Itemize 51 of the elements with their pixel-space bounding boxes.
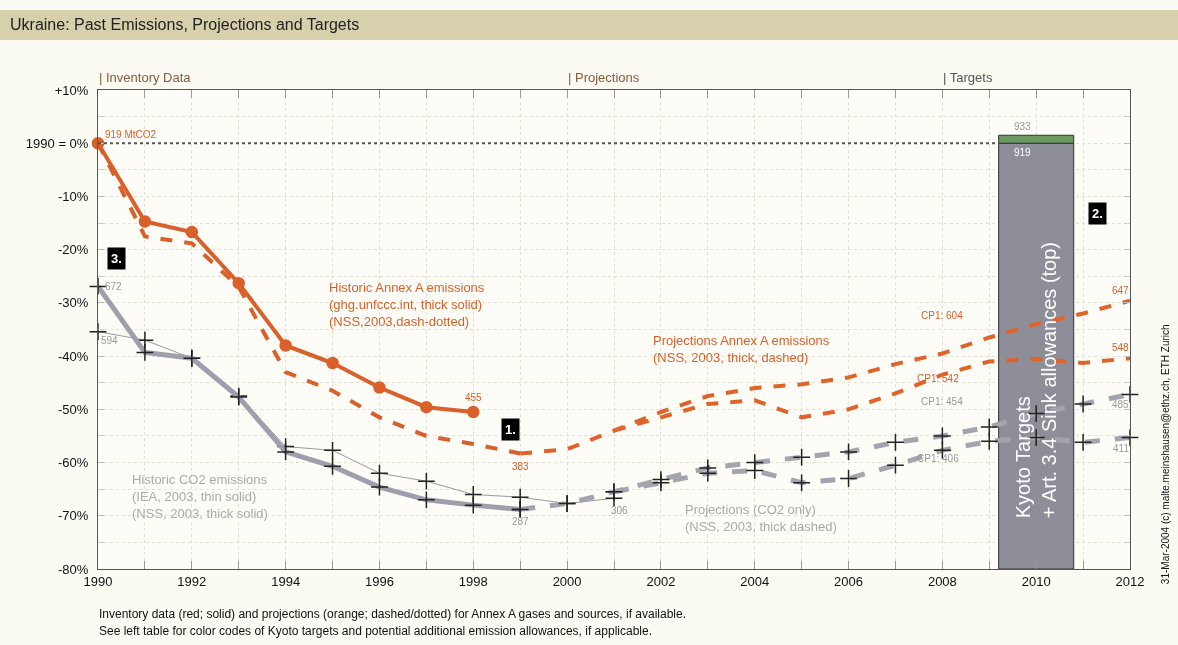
x-tick-label: 2004: [740, 573, 770, 589]
annotation: 485: [1112, 399, 1130, 410]
annotation: 919: [1014, 147, 1032, 158]
y-tick-label: -70%: [58, 508, 89, 524]
x-tick-label: 2002: [646, 573, 676, 589]
annotation: 455: [465, 392, 483, 403]
text: 31-Mar-2004 (c) malte.meinshausen@ethz.ch, ETH Zurich: [1160, 324, 1172, 585]
annotation: Projections (CO2 only) (NSS, 2003, thick dashed): [685, 502, 837, 534]
text: Inventory data (red; solid) and projections (orange; dashed/dotted) for Annex A gases and sources, if available.: [99, 607, 687, 621]
annotation: Historic Annex A emissions (ghg.unfccc.int, thick solid) (NSS,2003,dash-dotted): [329, 280, 485, 329]
y-tick-label: -50%: [58, 401, 89, 417]
text: | Targets: [943, 70, 993, 85]
x-tick-label: 2006: [834, 573, 864, 589]
annotation: 548: [1112, 342, 1130, 353]
annotation: 306: [611, 505, 629, 516]
annotation: CP1: 604: [921, 310, 964, 321]
y-tick-label: -20%: [58, 242, 89, 258]
x-tick-label: 2012: [1115, 573, 1145, 589]
y-tick-label: 1990 = 0%: [25, 135, 89, 151]
annotation: 3.: [111, 251, 122, 266]
annotation: Kyoto Targets + Art. 3.4 Sink allowances (top): [1012, 241, 1061, 519]
annotation: Historic CO2 emissions (IEA, 2003, thin solid) (NSS, 2003, thick solid): [132, 472, 268, 521]
x-tick-label: 1996: [364, 573, 394, 589]
x-tick-label: 1992: [177, 573, 207, 589]
annotation: 919 MtCO2: [105, 129, 157, 140]
y-tick-label: -30%: [58, 295, 89, 311]
text: | Projections: [568, 70, 640, 85]
annotation: 647: [1112, 285, 1130, 296]
x-tick-label: 1994: [271, 573, 301, 589]
annotation: CP1: 454: [921, 396, 964, 407]
chart-title: Ukraine: Past Emissions, Projections and Targets: [10, 16, 360, 34]
text: See left table for color codes of Kyoto targets and potential additional emission allowances, if applicable.: [99, 624, 652, 638]
y-tick-label: -60%: [58, 455, 89, 471]
y-tick-label: -40%: [58, 348, 89, 364]
annotation: 594: [101, 335, 119, 346]
annotation: 411: [1113, 443, 1130, 454]
annotation: Projections Annex A emissions (NSS, 2003, thick, dashed): [653, 333, 830, 365]
x-tick-label: 2010: [1021, 573, 1051, 589]
annotation: CP1: 542: [917, 373, 960, 384]
y-tick-label: -10%: [58, 188, 89, 204]
annotation: 672: [105, 281, 123, 292]
annotation: 287: [512, 516, 530, 527]
x-tick-label: 1998: [458, 573, 488, 589]
annotation: 1.: [505, 422, 516, 437]
annotation: 383: [512, 461, 530, 472]
x-tick-label: 2000: [552, 573, 582, 589]
text: | Inventory Data: [99, 70, 192, 85]
x-tick-label: 2008: [927, 573, 957, 589]
annotation: 2.: [1092, 206, 1103, 221]
annotation: 933: [1014, 121, 1032, 132]
y-tick-label: +10%: [54, 82, 89, 98]
